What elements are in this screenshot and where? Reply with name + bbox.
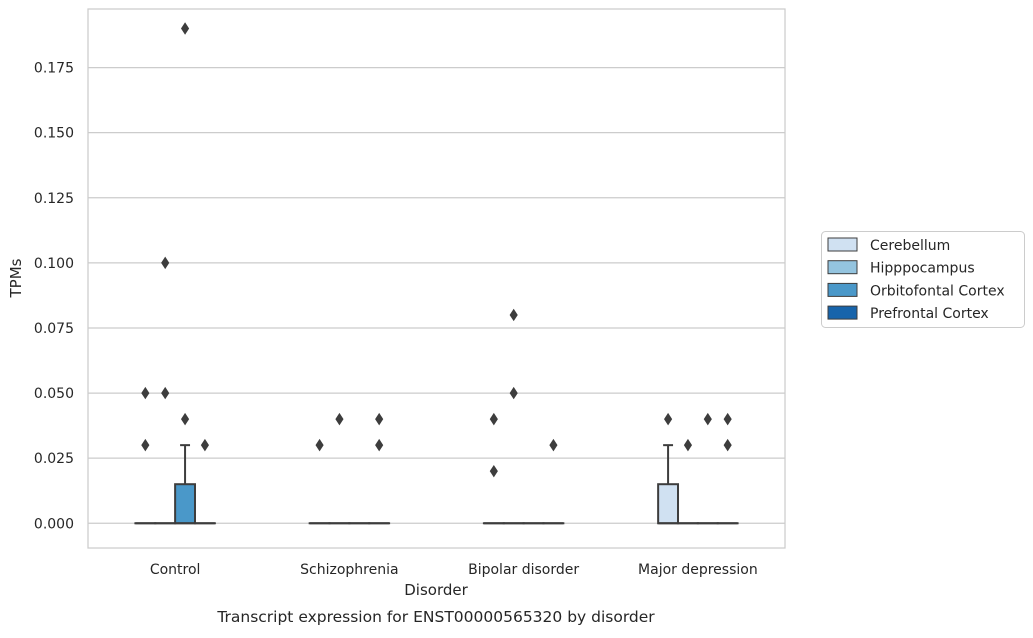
outlier-point: [162, 257, 169, 268]
box-group: [310, 440, 330, 524]
outlier-point: [490, 414, 497, 425]
box-group: [195, 440, 215, 524]
box-group: [658, 414, 678, 524]
x-tick-label: Control: [150, 562, 201, 578]
box-group: [718, 414, 738, 524]
box: [658, 484, 678, 523]
box-group: [678, 440, 698, 524]
legend-label: Cerebellum: [870, 238, 950, 254]
x-tick-labels: Control Schizophrenia Bipolar disorder Majo…: [150, 562, 758, 578]
chart-title: Transcript expression for ENST0000056532…: [216, 608, 655, 626]
y-tick-label: 0.025: [34, 451, 74, 467]
outlier-point: [142, 388, 149, 399]
outlier-point: [724, 440, 731, 451]
y-axis-label: TPMs: [7, 258, 25, 298]
box-layer: [135, 23, 737, 523]
outlier-point: [316, 440, 323, 451]
y-tick-label: 0.125: [34, 191, 74, 207]
x-tick-label: Major depression: [638, 562, 758, 578]
outlier-point: [376, 440, 383, 451]
outlier-point: [510, 309, 517, 320]
legend-swatch: [828, 306, 857, 319]
box: [175, 484, 195, 523]
outlier-point: [181, 414, 188, 425]
x-axis-label: Disorder: [404, 581, 468, 599]
box-group: [543, 440, 563, 524]
box-group: [175, 23, 195, 523]
outlier-point: [201, 440, 208, 451]
box-group: [330, 414, 350, 524]
outlier-point: [550, 440, 557, 451]
y-tick-label: 0.050: [34, 386, 74, 402]
legend-swatch: [828, 283, 857, 296]
outlier-point: [162, 388, 169, 399]
legend-label: Prefrontal Cortex: [870, 306, 989, 322]
outlier-point: [704, 414, 711, 425]
legend-swatch: [828, 261, 857, 274]
outlier-point: [724, 414, 731, 425]
outlier-point: [490, 466, 497, 477]
box-group: [698, 414, 718, 524]
box-group: [369, 414, 389, 524]
y-tick-labels: 0.000 0.025 0.050 0.075 0.100 0.125 0.150 0.175: [34, 61, 74, 533]
outlier-point: [684, 440, 691, 451]
box-group: [155, 257, 175, 523]
outlier-point: [142, 440, 149, 451]
outlier-point: [336, 414, 343, 425]
y-tick-label: 0.075: [34, 321, 74, 337]
box-group: [484, 414, 504, 524]
legend-swatch: [828, 238, 857, 251]
box-group: [504, 309, 524, 523]
legend-label: Hipppocampus: [870, 261, 975, 277]
x-tick-label: Schizophrenia: [300, 562, 398, 578]
y-tick-label: 0.100: [34, 256, 74, 272]
y-tick-label: 0.000: [34, 516, 74, 532]
legend: Cerebellum Hipppocampus Orbitofontal Corte…: [822, 232, 1025, 328]
grid-layer: [88, 68, 785, 524]
y-tick-label: 0.175: [34, 61, 74, 77]
box-group: [135, 388, 155, 524]
plot-frame: [88, 9, 785, 548]
x-tick-label: Bipolar disorder: [468, 562, 579, 578]
outlier-point: [181, 23, 188, 34]
outlier-point: [376, 414, 383, 425]
y-tick-label: 0.150: [34, 126, 74, 142]
legend-label: Orbitofontal Cortex: [870, 283, 1005, 299]
outlier-point: [664, 414, 671, 425]
outlier-point: [510, 388, 517, 399]
